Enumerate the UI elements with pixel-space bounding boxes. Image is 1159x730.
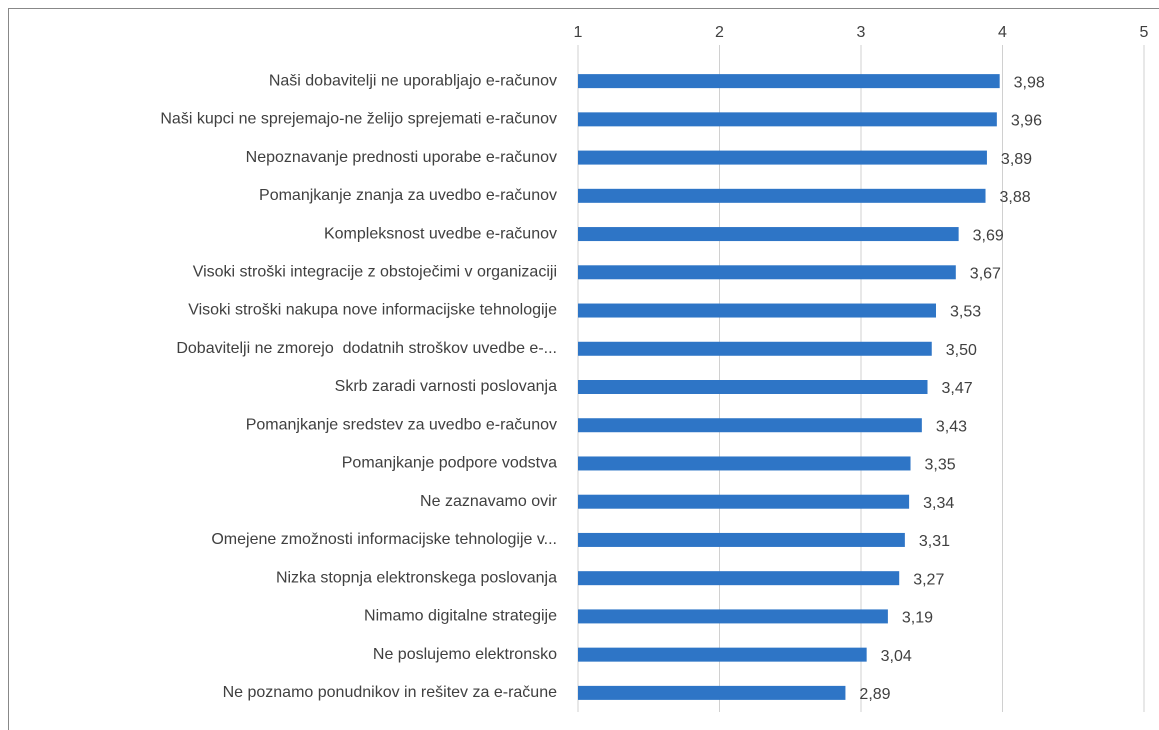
y-tick-label: Kompleksnost uvedbe e-računov <box>324 225 557 242</box>
bar <box>578 227 959 242</box>
bar <box>578 418 922 433</box>
bar <box>578 303 936 318</box>
y-tick-label: Ne zaznavamo ovir <box>420 493 558 510</box>
value-label: 3,88 <box>1000 189 1031 206</box>
bar <box>578 571 900 586</box>
x-tick-label: 3 <box>857 24 866 41</box>
bar <box>578 112 997 127</box>
x-tick-label: 5 <box>1140 24 1149 41</box>
bar <box>578 685 846 700</box>
value-label: 3,53 <box>950 304 981 321</box>
value-label: 3,96 <box>1011 113 1042 130</box>
y-tick-label: Pomanjkanje sredstev za uvedbo e-računov <box>246 416 557 433</box>
y-tick-label: Visoki stroški nakupa nove informacijske… <box>188 302 557 319</box>
y-tick-label: Naši dobavitelji ne uporabljajo e-računo… <box>269 72 557 89</box>
bar <box>578 265 956 280</box>
bar <box>578 341 932 356</box>
value-label: 3,47 <box>942 380 973 397</box>
value-label: 3,50 <box>946 342 977 359</box>
x-tick-label: 4 <box>998 24 1007 41</box>
y-tick-label: Nizka stopnja elektronskega poslovanja <box>276 569 557 586</box>
bar <box>578 494 910 509</box>
value-label: 3,89 <box>1001 151 1032 168</box>
value-label: 3,31 <box>919 533 950 550</box>
x-tick-label: 1 <box>574 24 583 41</box>
y-tick-label: Pomanjkanje podpore vodstva <box>342 455 557 472</box>
y-tick-label: Pomanjkanje znanja za uvedbo e-računov <box>259 187 557 204</box>
frame <box>8 8 1159 730</box>
bar <box>578 647 867 662</box>
x-tick-label: 2 <box>715 24 724 41</box>
bar <box>578 456 911 471</box>
value-label: 3,35 <box>925 457 956 474</box>
bar <box>578 74 1000 89</box>
value-label: 3,69 <box>973 227 1004 244</box>
y-tick-label: Visoki stroški integracije z obstoječimi… <box>193 264 557 281</box>
y-tick-label: Naši kupci ne sprejemajo-ne želijo sprej… <box>160 111 557 128</box>
y-tick-label: Ne poslujemo elektronsko <box>373 646 557 663</box>
bar <box>578 609 888 624</box>
value-label: 3,67 <box>970 266 1001 283</box>
value-label: 2,89 <box>859 686 890 703</box>
value-label: 3,43 <box>936 418 967 435</box>
y-tick-label: Skrb zaradi varnosti poslovanja <box>335 378 557 395</box>
bar <box>578 380 928 394</box>
y-tick-label: Nimamo digitalne strategije <box>364 608 557 625</box>
bar <box>578 150 987 165</box>
y-tick-label: Omejene zmožnosti informacijske tehnolog… <box>211 531 557 548</box>
value-label: 3,34 <box>923 495 954 512</box>
bar <box>578 188 986 203</box>
value-label: 3,04 <box>881 648 912 665</box>
value-label: 3,98 <box>1014 74 1045 91</box>
value-label: 3,27 <box>913 571 944 588</box>
bar <box>578 532 905 547</box>
value-label: 3,19 <box>902 610 933 627</box>
y-tick-label: Ne poznamo ponudnikov in rešitev za e-ra… <box>223 684 558 701</box>
y-tick-label: Dobavitelji ne zmorejo dodatnih stroškov… <box>176 340 557 357</box>
y-tick-label: Nepoznavanje prednosti uporabe e-računov <box>246 149 557 166</box>
